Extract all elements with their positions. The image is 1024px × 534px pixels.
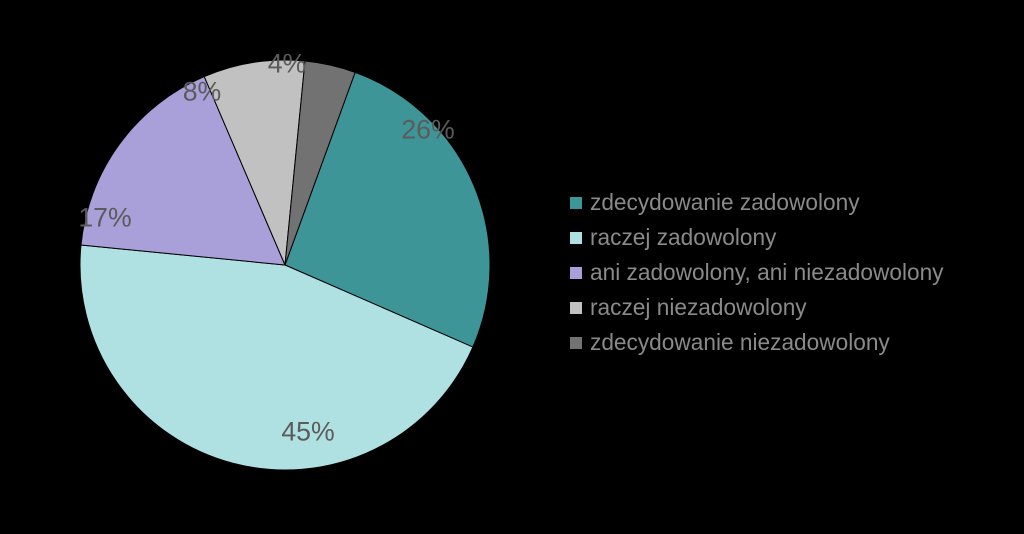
legend-label: zdecydowanie niezadowolony (590, 329, 890, 356)
legend-label: raczej niezadowolony (590, 294, 807, 321)
legend-swatch (570, 267, 582, 279)
slice-label: 17% (78, 203, 131, 234)
chart-stage: 26% 45% 17% 8% 4% zdecydowanie zadowolony rac… (0, 0, 1024, 534)
legend-swatch (570, 302, 582, 314)
legend-swatch (570, 232, 582, 244)
legend-swatch (570, 197, 582, 209)
legend-label: zdecydowanie zadowolony (590, 189, 860, 216)
slice-label: 4% (268, 49, 307, 80)
legend-item: zdecydowanie zadowolony (570, 185, 944, 220)
legend-item: raczej niezadowolony (570, 290, 944, 325)
slice-label: 8% (183, 77, 222, 108)
legend-item: raczej zadowolony (570, 220, 944, 255)
legend-item: zdecydowanie niezadowolony (570, 325, 944, 360)
legend: zdecydowanie zadowolony raczej zadowolony… (570, 185, 944, 360)
slice-label: 45% (281, 417, 334, 448)
legend-swatch (570, 337, 582, 349)
legend-label: ani zadowolony, ani niezadowolony (590, 259, 944, 286)
slice-label: 26% (401, 115, 454, 146)
legend-label: raczej zadowolony (590, 224, 776, 251)
legend-item: ani zadowolony, ani niezadowolony (570, 255, 944, 290)
